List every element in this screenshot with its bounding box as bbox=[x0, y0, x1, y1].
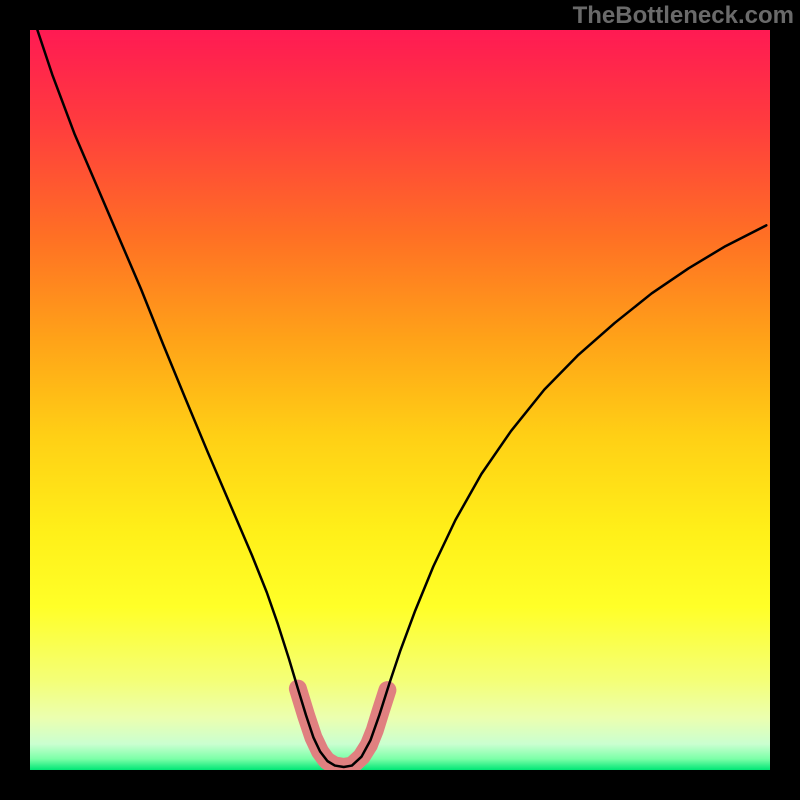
watermark-text: TheBottleneck.com bbox=[573, 2, 794, 30]
plot-area bbox=[30, 30, 770, 770]
bottleneck-curve-chart bbox=[30, 30, 770, 770]
chart-container: TheBottleneck.com bbox=[0, 0, 800, 800]
background-gradient bbox=[30, 30, 770, 770]
